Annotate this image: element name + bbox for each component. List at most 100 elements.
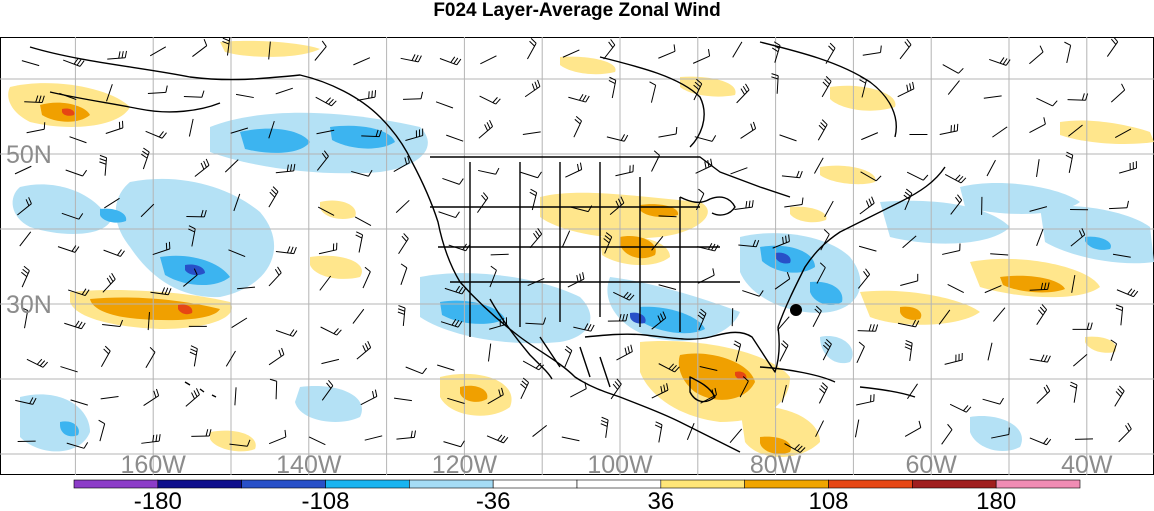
wind-barb (268, 347, 285, 366)
wind-barb (188, 118, 194, 137)
wind-barb (658, 215, 677, 218)
wind-barb (812, 305, 822, 328)
wind-barb (141, 434, 161, 444)
wind-barb (275, 163, 296, 174)
wind-barb (772, 234, 790, 249)
wind-barb (771, 41, 781, 63)
wind-barb (818, 382, 828, 404)
wind-barb (63, 58, 85, 67)
wind-barb (897, 81, 915, 98)
wind-barb (99, 154, 108, 176)
colorbar-swatch (73, 479, 159, 489)
colorbar-tick-label: 108 (808, 488, 848, 511)
wind-barb (695, 158, 713, 174)
wind-barb (649, 81, 657, 103)
wind-barb (21, 60, 40, 67)
wind-barb (1114, 128, 1132, 139)
wind-barb (824, 200, 834, 218)
wind-barb (1036, 304, 1048, 325)
wind-barb (522, 360, 545, 371)
wind-barb (354, 216, 372, 226)
wind-barb (479, 95, 501, 105)
wind-barb (739, 376, 749, 398)
longitude-label: 60W (905, 451, 957, 475)
wind-barb (1071, 274, 1076, 293)
wind-barb (603, 232, 613, 254)
wind-barb (984, 285, 1002, 294)
wind-barb (899, 38, 912, 60)
wind-barb (183, 268, 198, 287)
wind-barb (1112, 253, 1131, 258)
colorbar: -180 -108 -36 36 108 180 (73, 479, 1081, 511)
wind-barb (317, 206, 335, 216)
wind-barb (447, 397, 465, 405)
wind-barb (24, 95, 45, 103)
wind-barb (1068, 124, 1083, 137)
wind-barb (1109, 200, 1129, 210)
colorbar-tick-label: 180 (976, 488, 1016, 511)
wind-barb (1069, 381, 1078, 403)
wind-barb (857, 324, 879, 332)
wind-barb (907, 383, 918, 400)
wind-barb (397, 305, 406, 326)
wind-barb (147, 85, 168, 95)
wind-barb (145, 346, 156, 369)
wind-barb (224, 159, 239, 173)
wind-barb (478, 167, 500, 175)
wind-barb (616, 344, 633, 361)
wind-barb (784, 443, 806, 453)
location-marker (790, 304, 802, 316)
wind-barb (573, 323, 595, 332)
wind-barb (1036, 228, 1044, 247)
wind-barb (314, 40, 327, 61)
longitude-label: 140W (276, 451, 342, 475)
wind-barb (603, 39, 616, 60)
wind-barb (520, 171, 542, 179)
wind-barb (1029, 354, 1051, 363)
wind-barb (858, 245, 877, 252)
wind-barb (561, 436, 580, 442)
wind-barb (1110, 339, 1118, 361)
longitude-label: 100W (587, 451, 653, 475)
wind-barb (983, 95, 1002, 99)
wind-barb (607, 313, 629, 322)
colorbar-swatches (73, 479, 1081, 489)
wind-barb (268, 429, 287, 445)
wind-barb (527, 38, 537, 60)
wind-barb (686, 422, 695, 441)
wind-barb (1073, 353, 1088, 367)
wind-barb (941, 423, 953, 445)
wind-barb (361, 129, 382, 138)
wind-barb (356, 341, 372, 360)
wind-barb (564, 345, 573, 368)
wind-barb (695, 188, 705, 211)
latitude-labels: 50N 30N (6, 141, 52, 319)
wind-barb (403, 91, 424, 100)
wind-barb (700, 387, 717, 404)
wind-barb (191, 429, 212, 437)
wind-barb (1029, 437, 1052, 446)
colorbar-swatch (744, 479, 829, 489)
wind-barb (105, 120, 124, 134)
wind-barb (734, 200, 754, 210)
wind-barb (859, 196, 875, 215)
wind-barb (400, 54, 422, 63)
wind-barb (692, 49, 711, 64)
wind-barb (489, 265, 497, 288)
wind-barb (771, 73, 779, 94)
wind-map: 50N 30N 160W 140W 120W 100W 80W 60W 40W (0, 37, 1154, 475)
wind-barb (1119, 161, 1137, 174)
wind-barb (1029, 206, 1048, 212)
latitude-label: 50N (6, 141, 52, 169)
wind-barb (319, 275, 332, 291)
wind-barb (308, 436, 326, 446)
wind-barb (315, 96, 337, 107)
wind-barb (149, 46, 167, 57)
wind-barb (904, 339, 913, 362)
wind-barb (188, 225, 196, 247)
wind-barb (990, 253, 1009, 256)
wind-barb (529, 188, 538, 211)
wind-barb (903, 188, 913, 211)
wind-barb (567, 272, 585, 288)
wind-barb (699, 366, 718, 372)
